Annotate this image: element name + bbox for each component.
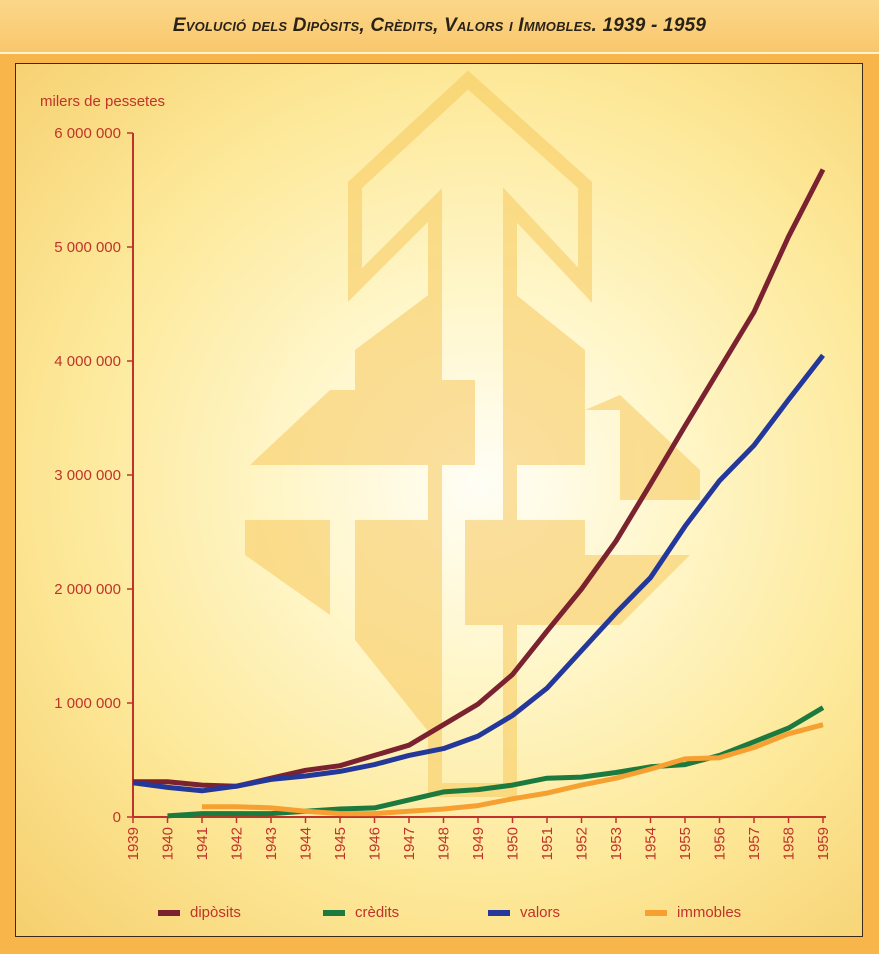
- legend-label: dipòsits: [190, 904, 241, 921]
- series-line-valors: [132, 353, 825, 794]
- chart-title: Evolució dels Dipòsits, Crèdits, Valors …: [172, 15, 707, 36]
- x-tick-label: 1947: [401, 827, 418, 860]
- y-tick-label: 2 000 000: [54, 581, 121, 598]
- x-tick-label: 1952: [574, 827, 591, 860]
- x-tick-label: 1949: [470, 827, 487, 860]
- legend-item-credits: crèdits: [323, 904, 399, 921]
- legend-item-valors: valors: [488, 904, 560, 921]
- x-tick-label: 1955: [677, 827, 694, 860]
- legend-item-immobles: immobles: [645, 904, 741, 921]
- title-bar: Evolució dels Dipòsits, Crèdits, Valors …: [0, 0, 879, 54]
- x-tick-label: 1944: [298, 827, 315, 860]
- x-tick-label: 1954: [643, 827, 660, 860]
- legend-swatch: [645, 909, 667, 916]
- y-tick-label: 1 000 000: [54, 695, 121, 712]
- legend-swatch: [323, 909, 345, 916]
- y-tick-label: 0: [113, 809, 121, 826]
- y-tick-label: 5 000 000: [54, 239, 121, 256]
- x-tick-label: 1950: [505, 827, 522, 860]
- y-tick-label: 4 000 000: [54, 353, 121, 370]
- legend-swatch: [158, 909, 180, 916]
- legend-label: crèdits: [355, 904, 400, 921]
- x-tick-label: 1943: [263, 827, 280, 860]
- legend-swatch: [488, 909, 510, 916]
- legend-label: immobles: [677, 904, 742, 921]
- series-line-immobles: [202, 722, 824, 817]
- y-axis-unit-label: milers de pessetes: [40, 93, 165, 110]
- x-tick-label: 1948: [436, 827, 453, 860]
- x-tick-label: 1956: [712, 827, 729, 860]
- legend: dipòsits crèdits valors immobles: [0, 904, 879, 924]
- x-tick-label: 1942: [229, 827, 246, 860]
- x-tick-label: 1941: [194, 827, 211, 860]
- x-tick-label: 1939: [125, 827, 142, 860]
- y-tick-label: 6 000 000: [54, 125, 121, 142]
- x-tick-label: 1940: [160, 827, 177, 860]
- x-tick-label: 1945: [332, 827, 349, 860]
- y-tick-label: 3 000 000: [54, 467, 121, 484]
- x-tick-label: 1951: [539, 827, 556, 860]
- x-tick-label: 1958: [781, 827, 798, 860]
- x-tick-label: 1946: [367, 827, 384, 860]
- watermark-emblem: [245, 70, 700, 797]
- x-tick-label: 1953: [608, 827, 625, 860]
- x-tick-label: 1957: [746, 827, 763, 860]
- x-tick-label: 1959: [815, 827, 832, 860]
- legend-item-diposits: dipòsits: [158, 904, 241, 921]
- legend-label: valors: [520, 904, 561, 921]
